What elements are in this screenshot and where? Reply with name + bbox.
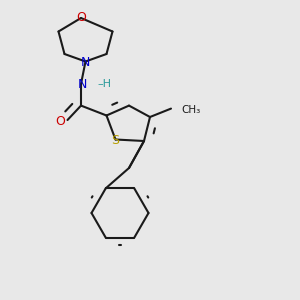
- Text: O: O: [55, 115, 65, 128]
- Text: N: N: [81, 56, 90, 70]
- Text: –H: –H: [98, 80, 112, 89]
- Text: N: N: [78, 78, 87, 92]
- Text: S: S: [112, 134, 119, 148]
- Text: CH₃: CH₃: [182, 105, 201, 115]
- Text: O: O: [76, 11, 86, 24]
